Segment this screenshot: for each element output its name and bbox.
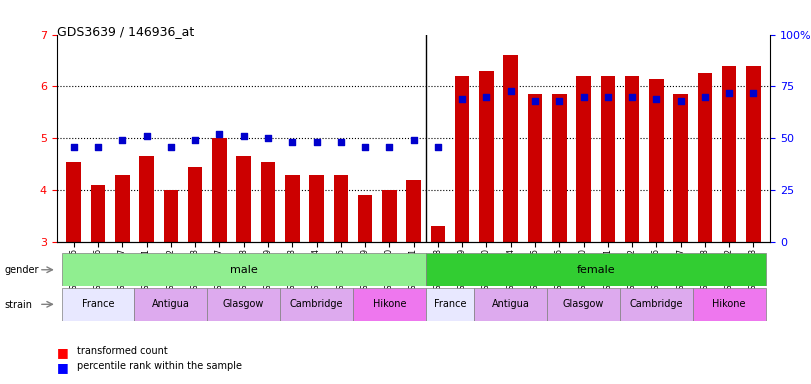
Bar bbox=[426, 288, 474, 321]
Bar bbox=[353, 288, 426, 321]
Bar bbox=[600, 76, 615, 242]
Point bbox=[116, 137, 129, 143]
Bar bbox=[693, 288, 766, 321]
Point bbox=[723, 89, 736, 96]
Point bbox=[674, 98, 687, 104]
Point bbox=[698, 94, 711, 100]
Text: female: female bbox=[577, 265, 615, 275]
Point bbox=[67, 144, 80, 150]
Point bbox=[407, 137, 420, 143]
Bar bbox=[620, 288, 693, 321]
Text: strain: strain bbox=[4, 300, 32, 310]
Bar bbox=[479, 71, 494, 242]
Bar bbox=[115, 175, 130, 242]
Bar bbox=[673, 94, 688, 242]
Point bbox=[431, 144, 444, 150]
Point bbox=[310, 139, 323, 146]
Text: GDS3639 / 146936_at: GDS3639 / 146936_at bbox=[57, 25, 194, 38]
Bar bbox=[285, 175, 299, 242]
Text: Cambridge: Cambridge bbox=[629, 299, 683, 310]
Text: Glasgow: Glasgow bbox=[223, 299, 264, 310]
Bar bbox=[474, 288, 547, 321]
Bar bbox=[746, 66, 761, 242]
Bar bbox=[188, 167, 203, 242]
Point bbox=[165, 144, 178, 150]
Bar bbox=[62, 288, 135, 321]
Bar bbox=[552, 94, 567, 242]
Point bbox=[504, 88, 517, 94]
Bar bbox=[624, 76, 639, 242]
Text: Hikone: Hikone bbox=[712, 299, 746, 310]
Bar bbox=[431, 227, 445, 242]
Bar bbox=[280, 288, 353, 321]
Point bbox=[358, 144, 371, 150]
Bar bbox=[91, 185, 105, 242]
Text: ■: ■ bbox=[57, 346, 68, 359]
Bar bbox=[528, 94, 543, 242]
Bar bbox=[62, 253, 426, 286]
Bar bbox=[236, 156, 251, 242]
Point bbox=[529, 98, 542, 104]
Bar bbox=[67, 162, 81, 242]
Point bbox=[480, 94, 493, 100]
Bar bbox=[504, 55, 518, 242]
Point bbox=[285, 139, 298, 146]
Point bbox=[747, 89, 760, 96]
Bar bbox=[358, 195, 372, 242]
Text: Antigua: Antigua bbox=[152, 299, 190, 310]
Text: Antigua: Antigua bbox=[491, 299, 530, 310]
Point bbox=[261, 135, 274, 141]
Point bbox=[140, 133, 153, 139]
Bar bbox=[309, 175, 324, 242]
Text: male: male bbox=[230, 265, 258, 275]
Text: transformed count: transformed count bbox=[77, 346, 168, 356]
Bar bbox=[426, 253, 766, 286]
Point bbox=[650, 96, 663, 102]
Point bbox=[601, 94, 614, 100]
Bar bbox=[547, 288, 620, 321]
Text: France: France bbox=[434, 299, 466, 310]
Text: Cambridge: Cambridge bbox=[290, 299, 343, 310]
Point bbox=[213, 131, 226, 137]
Bar bbox=[722, 66, 736, 242]
Text: gender: gender bbox=[4, 265, 39, 275]
Bar bbox=[649, 79, 663, 242]
Point bbox=[237, 133, 250, 139]
Bar bbox=[577, 76, 591, 242]
Point bbox=[456, 96, 469, 102]
Point bbox=[383, 144, 396, 150]
Bar bbox=[135, 288, 208, 321]
Text: France: France bbox=[82, 299, 114, 310]
Bar bbox=[139, 156, 154, 242]
Point bbox=[553, 98, 566, 104]
Text: ■: ■ bbox=[57, 361, 68, 374]
Point bbox=[577, 94, 590, 100]
Text: Hikone: Hikone bbox=[372, 299, 406, 310]
Bar bbox=[455, 76, 470, 242]
Point bbox=[625, 94, 638, 100]
Bar bbox=[406, 180, 421, 242]
Point bbox=[189, 137, 202, 143]
Bar bbox=[697, 73, 712, 242]
Bar bbox=[164, 190, 178, 242]
Point bbox=[92, 144, 105, 150]
Bar bbox=[382, 190, 397, 242]
Bar bbox=[212, 138, 227, 242]
Text: Glasgow: Glasgow bbox=[563, 299, 604, 310]
Bar bbox=[333, 175, 348, 242]
Bar bbox=[260, 162, 275, 242]
Text: percentile rank within the sample: percentile rank within the sample bbox=[77, 361, 242, 371]
Bar bbox=[208, 288, 280, 321]
Point bbox=[334, 139, 347, 146]
